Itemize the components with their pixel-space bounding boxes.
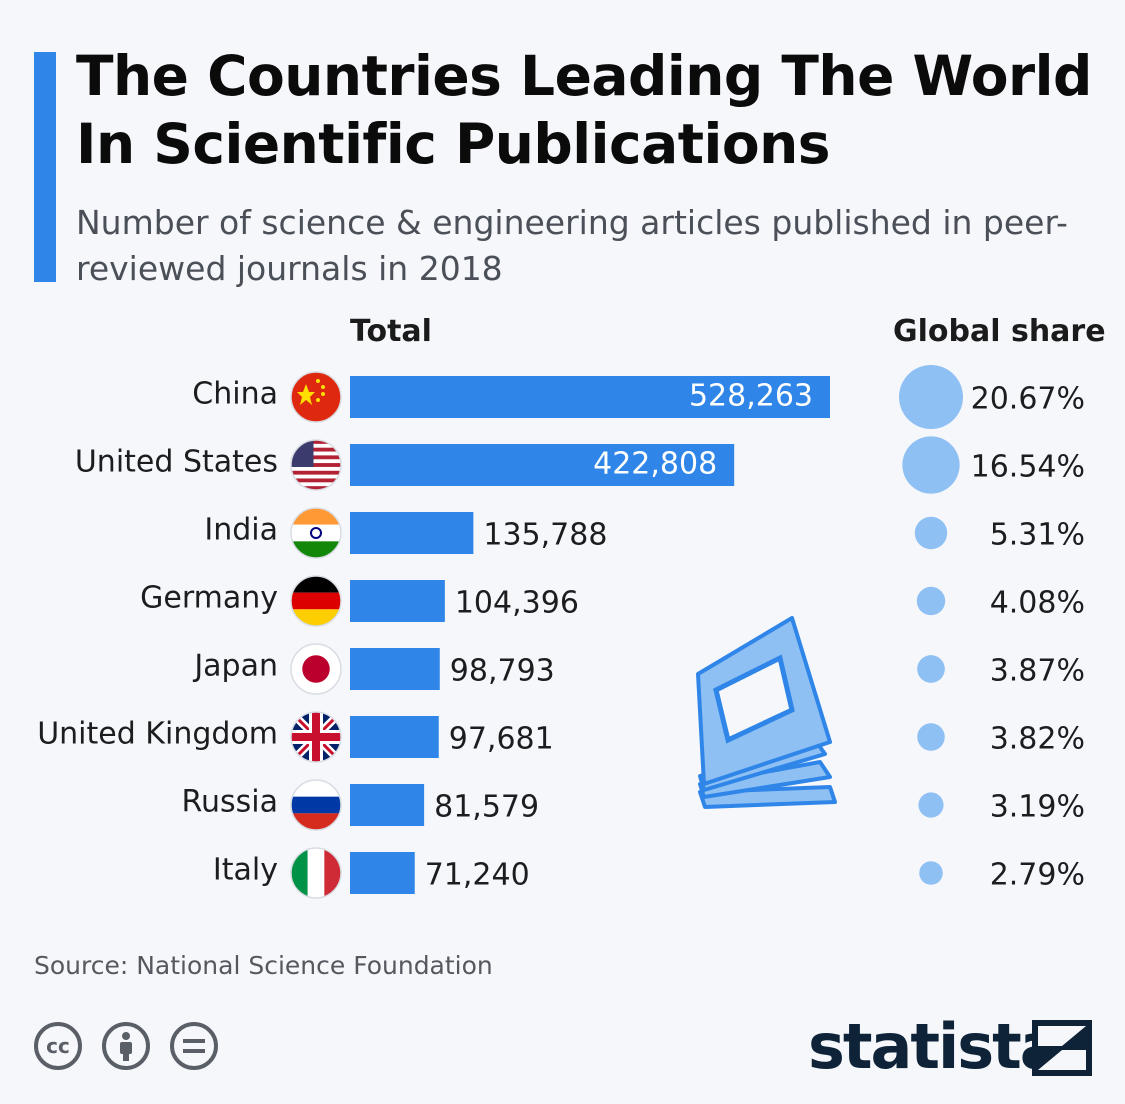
bar-value-label: 98,793 (450, 654, 555, 689)
share-value-label: 16.54% (971, 450, 1085, 485)
russia-flag-border (290, 779, 342, 831)
no-derivatives-icon (170, 1022, 218, 1070)
bar-value-label: 97,681 (449, 722, 554, 757)
chart-subtitle: Number of science & engineering articles… (76, 203, 1068, 288)
germany-flag (291, 576, 341, 626)
country-label: Russia (182, 785, 279, 820)
china-flag (291, 372, 341, 422)
country-label: India (204, 513, 278, 548)
share-bubble (917, 655, 945, 683)
journal-icon (696, 616, 837, 809)
share-value-label: 3.87% (990, 654, 1085, 689)
share-bubble (914, 516, 948, 550)
total-column-header: Total (350, 314, 432, 349)
accent-bar (34, 52, 56, 282)
statista-logo-icon (1032, 1020, 1092, 1076)
share-value-label: 2.79% (990, 858, 1085, 893)
china-flag-border (290, 371, 342, 423)
uk-flag-border (290, 711, 342, 763)
cc-icon-label: cc (46, 1034, 70, 1058)
bar-value-label: 422,808 (593, 447, 717, 482)
share-bubble (899, 365, 963, 429)
india-flag (291, 508, 341, 558)
bar-value-label: 135,788 (483, 518, 607, 553)
bar (350, 580, 445, 622)
attribution-icon (102, 1022, 150, 1070)
share-bubble (917, 723, 945, 751)
japan-flag (291, 644, 341, 694)
bar (350, 784, 425, 826)
source-note: Source: National Science Foundation (34, 951, 493, 980)
statista-logo-text: statista (808, 1010, 1062, 1083)
share-value-label: 5.31% (990, 518, 1085, 553)
bar (350, 376, 830, 418)
share-bubble (916, 586, 946, 616)
bar-value-label: 528,263 (689, 379, 813, 414)
share-bubble (919, 861, 943, 885)
share-value-label: 3.19% (990, 790, 1085, 825)
bar (350, 648, 440, 690)
usa-flag (291, 440, 341, 490)
bar-value-label: 104,396 (455, 586, 579, 621)
germany-flag-border (290, 575, 342, 627)
bar-value-label: 81,579 (434, 790, 539, 825)
uk-flag (291, 712, 341, 762)
share-bubble (902, 436, 960, 494)
country-label: Germany (140, 581, 278, 616)
share-column-header: Global share (893, 314, 1106, 349)
country-label: China (192, 377, 278, 412)
share-value-label: 3.82% (990, 722, 1085, 757)
italy-flag-border (290, 847, 342, 899)
chart-title: The Countries Leading The World In Scien… (76, 44, 1092, 176)
share-bubble (918, 792, 944, 818)
country-label: Japan (192, 649, 278, 684)
cc-icon: cc (34, 1022, 82, 1070)
india-flag-border (290, 507, 342, 559)
italy-flag (291, 848, 341, 898)
bar (350, 512, 474, 554)
bar (350, 716, 439, 758)
country-label: United Kingdom (37, 717, 278, 752)
usa-flag-border (290, 439, 342, 491)
country-label: Italy (213, 853, 278, 888)
share-value-label: 4.08% (990, 586, 1085, 621)
russia-flag (291, 780, 341, 830)
share-value-label: 20.67% (971, 382, 1085, 417)
country-label: United States (75, 445, 278, 480)
bar (350, 444, 735, 486)
japan-flag-border (290, 643, 342, 695)
bar (350, 852, 415, 894)
bar-value-label: 71,240 (425, 858, 530, 893)
